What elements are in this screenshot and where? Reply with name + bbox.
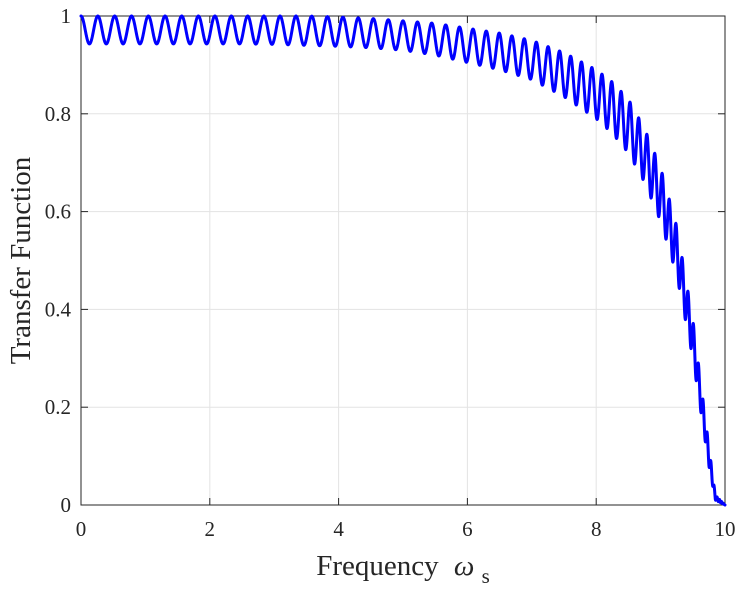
chart-grid	[80, 15, 726, 506]
y-tick-label-4: 0.8	[45, 102, 71, 126]
y-tick-labels: 0 0.2 0.4 0.6 0.8 1	[45, 4, 72, 517]
y-tick-label-3: 0.6	[45, 200, 71, 224]
y-tick-label-0: 0	[61, 493, 72, 517]
x-tick-label-5: 10	[715, 517, 736, 541]
x-axis-label-text: Frequency	[316, 550, 439, 582]
tick-marks	[80, 15, 726, 506]
plot-area-frame	[80, 15, 726, 506]
x-tick-labels: 0 2 4 6 8 10	[76, 517, 736, 541]
y-tick-label-1: 0.2	[45, 395, 71, 419]
x-tick-label-4: 8	[591, 517, 602, 541]
x-tick-label-1: 2	[205, 517, 216, 541]
y-tick-label-5: 1	[61, 4, 72, 28]
y-tick-label-2: 0.4	[45, 297, 72, 321]
x-tick-label-3: 6	[462, 517, 473, 541]
series-line-0	[79, 14, 727, 507]
x-tick-label-0: 0	[76, 517, 87, 541]
x-tick-label-2: 4	[333, 517, 344, 541]
x-axis-label: Frequency ω s	[316, 550, 490, 588]
x-axis-label-symbol: ω	[454, 550, 474, 582]
series-layer	[79, 14, 727, 507]
y-axis-label: Transfer Function	[5, 156, 37, 364]
x-axis-label-subscript: s	[482, 564, 490, 588]
